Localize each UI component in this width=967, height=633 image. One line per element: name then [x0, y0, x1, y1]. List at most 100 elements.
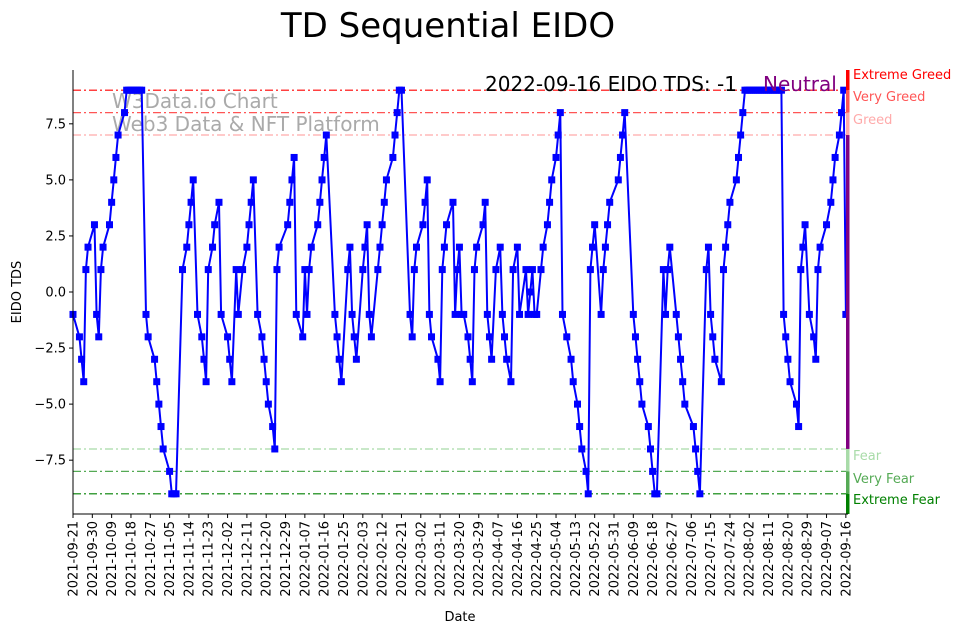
data-point: [389, 153, 397, 161]
data-point: [144, 333, 152, 341]
data-point: [646, 445, 654, 453]
data-point: [679, 378, 687, 386]
data-point: [554, 131, 562, 139]
data-point: [187, 198, 195, 206]
data-point: [516, 310, 524, 318]
data-point: [301, 266, 309, 274]
data-point: [215, 198, 223, 206]
data-point: [835, 131, 843, 139]
data-point: [97, 266, 105, 274]
data-point: [795, 423, 803, 431]
data-point: [556, 109, 564, 117]
x-tick-label: 2022-07-15: [704, 521, 719, 597]
data-point: [812, 355, 820, 363]
data-point: [582, 467, 590, 475]
data-point: [262, 378, 270, 386]
data-point: [569, 378, 577, 386]
data-point: [166, 467, 174, 475]
data-point: [726, 198, 734, 206]
data-point: [290, 153, 298, 161]
y-tick-label: −5.0: [34, 398, 66, 413]
data-point: [335, 355, 343, 363]
data-point: [159, 445, 167, 453]
colorbar-band: [846, 112, 850, 136]
colorbar-band: [846, 493, 850, 514]
data-point: [320, 153, 328, 161]
x-tick-label: 2021-09-30: [86, 521, 101, 597]
x-tick-label: 2022-02-12: [376, 521, 391, 597]
data-point: [232, 266, 240, 274]
data-point: [393, 109, 401, 117]
data-point: [621, 109, 629, 117]
data-point: [644, 423, 652, 431]
data-point: [114, 131, 122, 139]
data-point: [239, 266, 247, 274]
data-point: [473, 243, 481, 251]
data-point: [271, 445, 279, 453]
data-point: [485, 333, 493, 341]
data-point: [739, 109, 747, 117]
data-point: [245, 221, 253, 229]
data-point: [717, 378, 725, 386]
data-point: [681, 400, 689, 408]
data-point: [524, 310, 532, 318]
level-lines: [73, 89, 848, 495]
data-point: [374, 266, 382, 274]
data-point: [438, 266, 446, 274]
data-point: [468, 378, 476, 386]
data-point: [153, 378, 161, 386]
data-point: [466, 355, 474, 363]
data-point: [782, 333, 790, 341]
data-point: [352, 355, 360, 363]
data-point: [93, 310, 101, 318]
data-point: [303, 310, 311, 318]
data-point: [185, 221, 193, 229]
data-point: [112, 153, 120, 161]
data-point: [481, 198, 489, 206]
data-point: [172, 490, 180, 498]
data-point: [443, 221, 451, 229]
data-point: [284, 221, 292, 229]
data-point: [198, 333, 206, 341]
colorbar-band: [846, 448, 850, 472]
data-point: [350, 333, 358, 341]
data-point: [470, 266, 478, 274]
data-point: [359, 266, 367, 274]
data-point: [659, 266, 667, 274]
data-point: [537, 266, 545, 274]
data-point: [292, 310, 300, 318]
data-point: [634, 355, 642, 363]
data-point: [391, 131, 399, 139]
level-label: Fear: [853, 449, 882, 464]
data-point: [711, 355, 719, 363]
level-labels: Extreme Greed Very Greed Greed Fear Very Fea…: [853, 68, 951, 508]
x-tick-label: 2021-12-02: [221, 521, 236, 597]
data-point: [90, 221, 98, 229]
data-point: [299, 333, 307, 341]
data-point: [488, 355, 496, 363]
data-point: [138, 86, 146, 94]
data-point: [696, 490, 704, 498]
data-point: [526, 288, 534, 296]
data-point: [672, 310, 680, 318]
x-tick-label: 2021-11-14: [182, 521, 197, 597]
data-point: [601, 243, 609, 251]
x-tick-label: 2022-01-07: [298, 521, 313, 597]
data-point: [823, 221, 831, 229]
data-point: [604, 221, 612, 229]
data-point: [780, 310, 788, 318]
data-point: [838, 109, 846, 117]
data-point: [228, 378, 236, 386]
data-point: [662, 310, 670, 318]
watermark: W3Data.io Chart Web3 Data & NFT Platform: [112, 89, 380, 136]
data-point: [397, 86, 405, 94]
x-tick-label: 2022-08-20: [781, 521, 796, 597]
colorbar-band: [846, 135, 850, 449]
data-point: [425, 310, 433, 318]
data-point: [709, 333, 717, 341]
data-point: [142, 310, 150, 318]
data-point: [200, 355, 208, 363]
level-label: Very Fear: [853, 472, 915, 487]
data-point: [202, 378, 210, 386]
data-point: [574, 400, 582, 408]
